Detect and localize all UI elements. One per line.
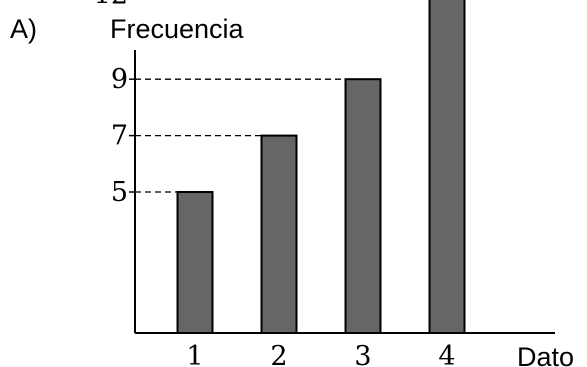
bar [344, 78, 382, 334]
panel-label: A) [10, 14, 37, 44]
bars [176, 0, 466, 334]
y-ticks: 5 7 9 12 [94, 0, 135, 208]
reference-lines [135, 78, 346, 193]
x-tick-label: 1 [186, 341, 203, 367]
x-axis-title: Dato [517, 342, 574, 367]
bar [260, 134, 298, 334]
y-tick-label: 7 [111, 121, 128, 152]
y-tick-label: 9 [111, 64, 128, 95]
y-tick-label: 5 [111, 177, 128, 208]
x-tick-label: 2 [270, 341, 287, 367]
y-tick-label: 12 [94, 0, 128, 11]
x-tick-label: 3 [354, 341, 371, 367]
x-tick-label: 4 [438, 341, 455, 367]
y-axis-title: Frecuencia [110, 14, 245, 44]
bar [176, 191, 214, 334]
bar [428, 0, 466, 334]
x-ticks: 1 2 3 4 [186, 341, 455, 367]
